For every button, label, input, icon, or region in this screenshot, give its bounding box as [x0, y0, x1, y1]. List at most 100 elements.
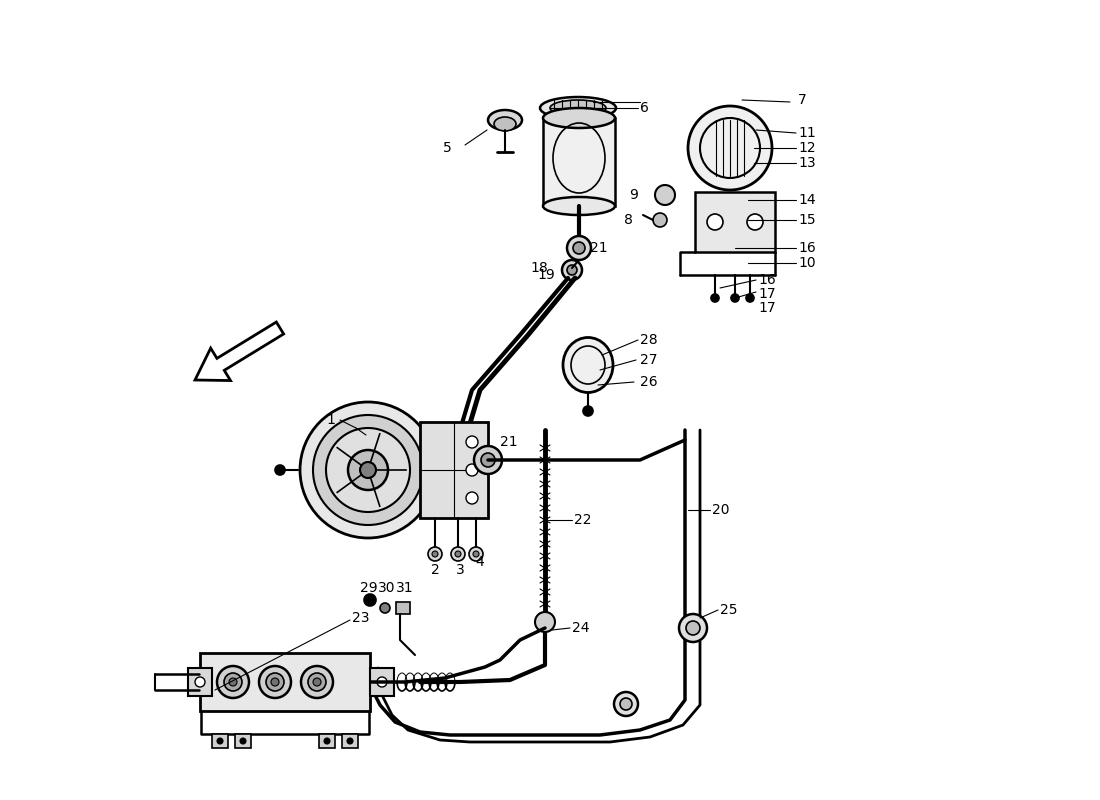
FancyArrow shape — [195, 322, 284, 381]
Text: 19: 19 — [537, 268, 556, 282]
Circle shape — [377, 677, 387, 687]
Text: 22: 22 — [574, 513, 592, 527]
Text: 15: 15 — [798, 213, 815, 227]
Text: 3: 3 — [455, 563, 464, 577]
Text: 26: 26 — [640, 375, 658, 389]
Ellipse shape — [488, 110, 522, 130]
Bar — [188, 668, 212, 696]
Ellipse shape — [563, 338, 613, 393]
Circle shape — [566, 236, 591, 260]
Circle shape — [379, 603, 390, 613]
Circle shape — [535, 612, 556, 632]
Bar — [543, 118, 615, 206]
Text: 7: 7 — [798, 93, 806, 107]
Circle shape — [326, 428, 410, 512]
Text: 21: 21 — [590, 241, 607, 255]
Text: 8: 8 — [624, 213, 632, 227]
Circle shape — [466, 464, 478, 476]
Bar — [319, 734, 336, 748]
Circle shape — [620, 698, 632, 710]
Bar — [370, 668, 394, 696]
Text: 17: 17 — [758, 301, 776, 315]
Circle shape — [229, 678, 236, 686]
Circle shape — [455, 551, 461, 557]
Text: 25: 25 — [720, 603, 737, 617]
Circle shape — [314, 415, 424, 525]
Circle shape — [271, 678, 279, 686]
Circle shape — [562, 260, 582, 280]
Circle shape — [266, 673, 284, 691]
Bar — [200, 653, 370, 711]
Circle shape — [432, 551, 438, 557]
Circle shape — [360, 462, 376, 478]
Circle shape — [679, 614, 707, 642]
Circle shape — [583, 406, 593, 416]
Text: 5: 5 — [443, 141, 452, 155]
Text: 10: 10 — [798, 256, 815, 270]
Text: 23: 23 — [352, 611, 370, 625]
Circle shape — [466, 492, 478, 504]
Circle shape — [217, 738, 223, 744]
Circle shape — [686, 621, 700, 635]
Text: 2: 2 — [430, 563, 439, 577]
Circle shape — [481, 453, 495, 467]
Circle shape — [301, 666, 333, 698]
Text: 12: 12 — [798, 141, 815, 155]
Circle shape — [566, 265, 578, 275]
Circle shape — [466, 436, 478, 448]
Bar — [342, 734, 358, 748]
Text: 16: 16 — [758, 273, 776, 287]
Text: 24: 24 — [572, 621, 590, 635]
Circle shape — [654, 185, 675, 205]
Text: 31: 31 — [396, 581, 414, 595]
Circle shape — [348, 450, 388, 490]
Bar — [420, 422, 488, 518]
Circle shape — [711, 294, 719, 302]
Circle shape — [688, 106, 772, 190]
Text: 14: 14 — [798, 193, 815, 207]
Ellipse shape — [494, 117, 516, 131]
Circle shape — [275, 465, 285, 475]
Text: 9: 9 — [629, 188, 638, 202]
Text: 13: 13 — [798, 156, 815, 170]
Circle shape — [224, 673, 242, 691]
Ellipse shape — [543, 197, 615, 215]
Text: 21: 21 — [500, 435, 518, 449]
Text: 30: 30 — [378, 581, 396, 595]
Circle shape — [746, 294, 754, 302]
Circle shape — [195, 677, 205, 687]
Bar — [396, 602, 410, 614]
Circle shape — [469, 547, 483, 561]
Circle shape — [240, 738, 246, 744]
Text: 18: 18 — [530, 261, 548, 275]
Circle shape — [614, 692, 638, 716]
Bar — [695, 192, 776, 252]
Text: 20: 20 — [712, 503, 729, 517]
Circle shape — [732, 294, 739, 302]
Circle shape — [653, 213, 667, 227]
Text: 29: 29 — [360, 581, 377, 595]
Text: 27: 27 — [640, 353, 658, 367]
Bar — [235, 734, 251, 748]
Circle shape — [451, 547, 465, 561]
Circle shape — [346, 738, 353, 744]
Text: 6: 6 — [640, 101, 649, 115]
Circle shape — [364, 594, 376, 606]
Bar — [212, 734, 228, 748]
Text: 11: 11 — [798, 126, 816, 140]
Text: 28: 28 — [640, 333, 658, 347]
Ellipse shape — [540, 97, 616, 119]
Circle shape — [707, 214, 723, 230]
Circle shape — [573, 242, 585, 254]
Circle shape — [473, 551, 478, 557]
Text: 17: 17 — [758, 287, 776, 301]
Circle shape — [324, 738, 330, 744]
Circle shape — [474, 446, 502, 474]
Circle shape — [747, 214, 763, 230]
Circle shape — [300, 402, 436, 538]
Circle shape — [314, 678, 321, 686]
Text: 4: 4 — [475, 555, 484, 569]
Ellipse shape — [543, 108, 615, 128]
Circle shape — [308, 673, 326, 691]
Circle shape — [217, 666, 249, 698]
